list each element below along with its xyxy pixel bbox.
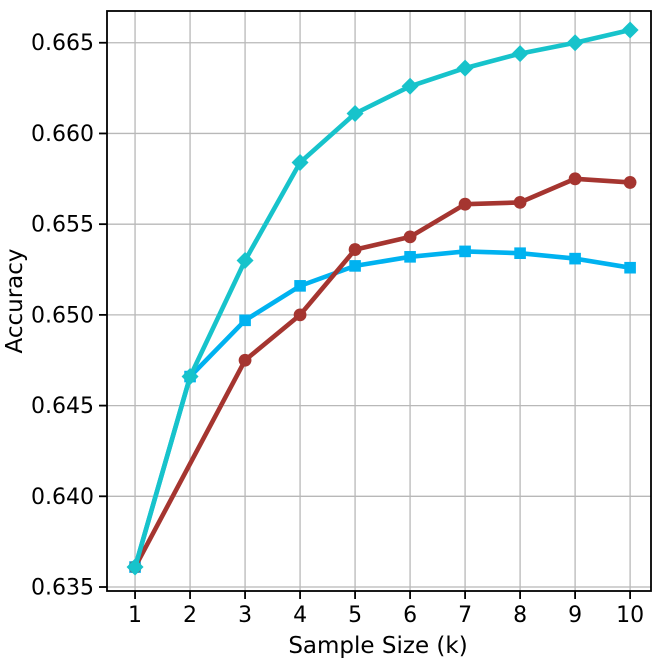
square-marker [294, 280, 306, 292]
circle-marker [458, 197, 472, 211]
square-marker [624, 261, 636, 274]
y-tick-label: 0.645 [31, 394, 94, 419]
y-tick-label: 0.640 [31, 485, 94, 510]
square-marker [569, 252, 581, 265]
diamond-marker [401, 77, 419, 95]
diamond-marker [456, 59, 474, 77]
square-marker [239, 314, 251, 327]
x-tick-label: 9 [568, 603, 582, 628]
x-tick-label: 5 [348, 603, 362, 628]
y-tick-label: 0.665 [31, 31, 94, 56]
data-series-layer [126, 21, 639, 576]
y-tick-label: 0.660 [31, 122, 94, 147]
circle-marker [623, 176, 637, 189]
tick-labels: 1 2 3 4 5 6 7 8 9 10 0.635 0.640 0.645 0.650 0.655 0.66… [31, 31, 644, 628]
square-marker [349, 260, 361, 272]
circle-marker [568, 172, 582, 186]
y-tick-label: 0.650 [31, 303, 94, 328]
x-tick-label: 8 [513, 603, 527, 628]
diamond-marker [181, 368, 199, 386]
diamond-marker [236, 251, 254, 269]
x-tick-label: 3 [238, 603, 252, 628]
diamond-marker [621, 21, 639, 39]
series-line-dark-red-circles [132, 176, 633, 570]
x-axis-label: Sample Size (k) [288, 633, 467, 659]
y-axis-label: Accuracy [2, 248, 28, 353]
x-tick-label: 10 [616, 603, 644, 628]
diamond-marker [126, 558, 144, 576]
square-marker [459, 245, 471, 258]
series-light-blue-squares [129, 245, 636, 573]
series-dark-red-circles [128, 172, 637, 574]
diamond-marker [346, 105, 364, 123]
square-marker [514, 247, 526, 259]
diamond-marker [566, 34, 584, 52]
gridlines [107, 11, 651, 591]
x-tick-label: 2 [183, 603, 197, 628]
series-teal-diamonds [126, 21, 639, 576]
circle-marker [403, 230, 417, 244]
circle-marker [348, 243, 362, 256]
diamond-marker [511, 45, 529, 63]
y-tick-label: 0.655 [31, 213, 94, 238]
square-marker [404, 251, 416, 263]
y-tick-label: 0.635 [31, 576, 94, 601]
x-tick-label: 4 [293, 603, 307, 628]
series-line-teal-diamonds [132, 27, 633, 570]
x-tick-label: 6 [403, 603, 417, 628]
circle-marker [238, 353, 252, 367]
x-tick-label: 1 [128, 603, 142, 628]
series-line-light-blue-squares [132, 249, 633, 570]
plot-frame [106, 10, 652, 592]
diamond-marker [291, 153, 309, 171]
x-tick-label: 7 [458, 603, 472, 628]
circle-marker [293, 308, 307, 322]
circle-marker [513, 195, 527, 209]
axes-frame-and-ticks [99, 10, 652, 599]
